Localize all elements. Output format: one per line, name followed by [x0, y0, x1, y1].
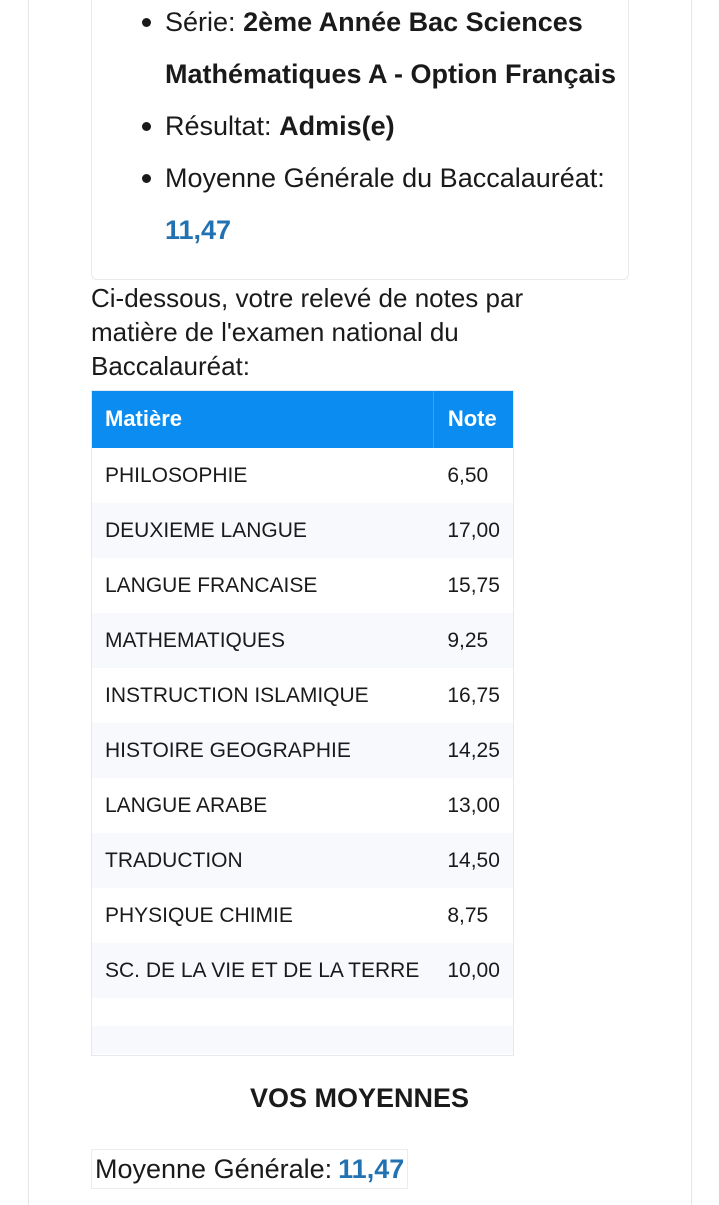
subject-cell: TRADUCTION: [91, 833, 434, 888]
subject-cell: LANGUE FRANCAISE: [91, 558, 434, 613]
grade-cell: 8,75: [433, 888, 514, 943]
grade-cell: 13,00: [433, 778, 514, 833]
table-row: DEUXIEME LANGUE 17,00: [91, 503, 514, 558]
table-row-empty: [91, 998, 514, 1026]
moyenne-generale-box: Moyenne Générale: 11,47: [91, 1149, 409, 1189]
grades-table-body: PHILOSOPHIE 6,50 DEUXIEME LANGUE 17,00 L…: [91, 448, 514, 1054]
table-row: HISTOIRE GEOGRAPHIE 14,25: [91, 723, 514, 778]
resultat-value: Admis(e): [279, 111, 395, 141]
table-row-empty: [91, 1026, 514, 1054]
grade-cell: 17,00: [433, 503, 514, 558]
subject-cell: DEUXIEME LANGUE: [91, 503, 434, 558]
grade-cell: 14,25: [433, 723, 514, 778]
serie-text: Série: 2ème Année Bac Sciences: [165, 0, 583, 48]
table-row: LANGUE ARABE 13,00: [91, 778, 514, 833]
grade-cell: 6,50: [433, 448, 514, 503]
grade-cell: 10,00: [433, 943, 514, 998]
grade-cell: 15,75: [433, 558, 514, 613]
grades-table-header: Matière Note: [91, 390, 514, 448]
intro-text: Ci-dessous, votre relevé de notes par ma…: [91, 281, 611, 383]
intro-line: matière de l'examen national du: [91, 317, 459, 347]
subject-cell: MATHEMATIQUES: [91, 613, 434, 668]
resultat-label: Résultat:: [165, 111, 272, 141]
bullet-icon: [142, 18, 151, 27]
grade-cell: 9,25: [433, 613, 514, 668]
intro-line: Baccalauréat:: [91, 351, 250, 381]
serie-value-line1: 2ème Année Bac Sciences: [243, 7, 583, 37]
grade-cell: 14,50: [433, 833, 514, 888]
table-row: SC. DE LA VIE ET DE LA TERRE 10,00: [91, 943, 514, 998]
serie-label: Série:: [165, 7, 236, 37]
column-header-matiere: Matière: [91, 390, 434, 448]
column-header-note: Note: [432, 390, 514, 448]
result-summary-card: Série: 2ème Année Bac Sciences Mathémati…: [91, 0, 629, 280]
subject-cell: PHYSIQUE CHIMIE: [91, 888, 434, 943]
empty-cell: [91, 998, 434, 1026]
bullet-icon: [142, 122, 151, 131]
subject-cell: PHILOSOPHIE: [91, 448, 434, 503]
intro-line: Ci-dessous, votre relevé de notes par: [91, 283, 524, 313]
empty-cell: [433, 1026, 514, 1054]
bullet-icon: [142, 174, 151, 183]
header-row: Matière Note: [91, 390, 514, 448]
subject-cell: INSTRUCTION ISLAMIQUE: [91, 668, 434, 723]
moyenne-value: 11,47: [165, 215, 232, 245]
table-row: MATHEMATIQUES 9,25: [91, 613, 514, 668]
vos-moyennes-title: VOS MOYENNES: [249, 1083, 470, 1113]
moyenne-generale-label: Moyenne Générale:: [95, 1154, 333, 1184]
table-row: PHYSIQUE CHIMIE 8,75: [91, 888, 514, 943]
table-row: INSTRUCTION ISLAMIQUE 16,75: [91, 668, 514, 723]
subject-cell: HISTOIRE GEOGRAPHIE: [91, 723, 434, 778]
table-row: PHILOSOPHIE 6,50: [91, 448, 514, 503]
moyenne-generale-value: 11,47: [338, 1154, 405, 1184]
table-row: LANGUE FRANCAISE 15,75: [91, 558, 514, 613]
subject-cell: LANGUE ARABE: [91, 778, 434, 833]
serie-value-line2: Mathématiques A - Option Français: [165, 59, 617, 89]
grade-cell: 16,75: [433, 668, 514, 723]
table-row: TRADUCTION 14,50: [91, 833, 514, 888]
resultat-text: Résultat: Admis(e): [165, 100, 395, 152]
moyenne-label: Moyenne Générale du Baccalauréat:: [165, 163, 605, 193]
empty-cell: [433, 998, 514, 1026]
grades-table: Matière Note PHILOSOPHIE 6,50 DEUXIEME L…: [91, 390, 514, 1054]
page-container: [28, 0, 692, 1205]
empty-cell: [91, 1026, 434, 1054]
subject-cell: SC. DE LA VIE ET DE LA TERRE: [91, 943, 434, 998]
